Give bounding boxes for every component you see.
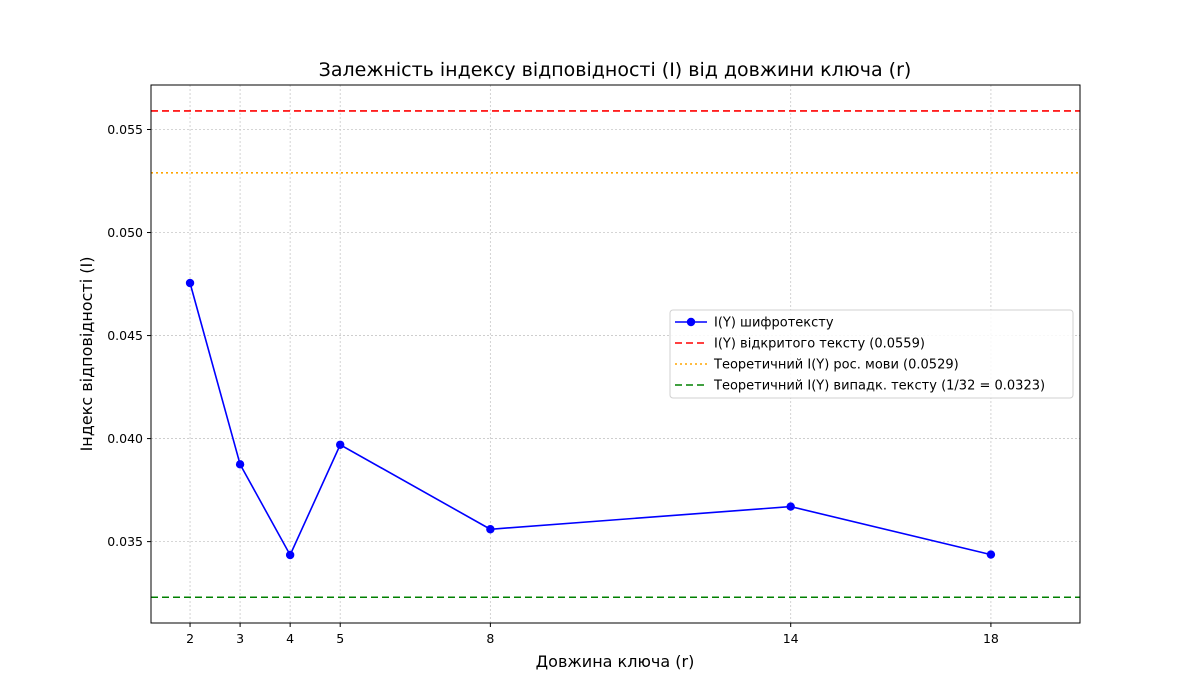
y-tick-label: 0.035	[107, 534, 143, 549]
x-tick-label: 8	[486, 631, 494, 646]
y-axis-ticks: 0.035 0.040 0.045 0.050 0.055	[107, 122, 151, 549]
data-point	[285, 550, 295, 560]
series-layer	[185, 278, 996, 560]
data-point	[185, 278, 195, 288]
legend-entry-label: I(Y) відкритого тексту (0.0559)	[714, 337, 925, 352]
plot-area-frame	[150, 84, 1081, 624]
x-tick-label: 5	[336, 631, 344, 646]
data-point	[336, 440, 345, 449]
y-tick-label: 0.040	[107, 431, 143, 446]
legend-entry-label: Теоретичний I(Y) рос. мови (0.0529)	[713, 358, 959, 373]
x-axis-ticks: 2 3 4 5 8 14 18	[186, 623, 999, 646]
x-tick-label: 3	[236, 631, 244, 646]
data-point	[786, 502, 795, 511]
y-axis-label: Індекс відповідності (I)	[77, 257, 96, 452]
grid-lines	[151, 85, 1080, 623]
x-axis-label: Довжина ключа (r)	[536, 652, 695, 671]
legend-entry-label: I(Y) шифротексту	[714, 316, 834, 331]
x-tick-label: 14	[783, 631, 799, 646]
legend-marker	[686, 317, 696, 327]
legend-entry-label: Теоретичний I(Y) випадк. тексту (1/32 = …	[713, 379, 1045, 394]
y-tick-label: 0.055	[107, 122, 143, 137]
data-point	[235, 460, 245, 469]
data-point	[986, 550, 996, 559]
y-tick-label: 0.050	[107, 225, 143, 240]
reference-lines	[151, 110, 1080, 599]
y-tick-label: 0.045	[107, 328, 143, 343]
data-point	[486, 525, 495, 534]
legend: I(Y) шифротексту I(Y) відкритого тексту (…	[669, 309, 1074, 399]
x-tick-label: 4	[286, 631, 294, 646]
legend-box	[669, 309, 1074, 399]
x-tick-label: 18	[983, 631, 999, 646]
x-tick-label: 2	[186, 631, 194, 646]
chart-title: Залежність індексу відповідності (I) від…	[319, 59, 912, 81]
